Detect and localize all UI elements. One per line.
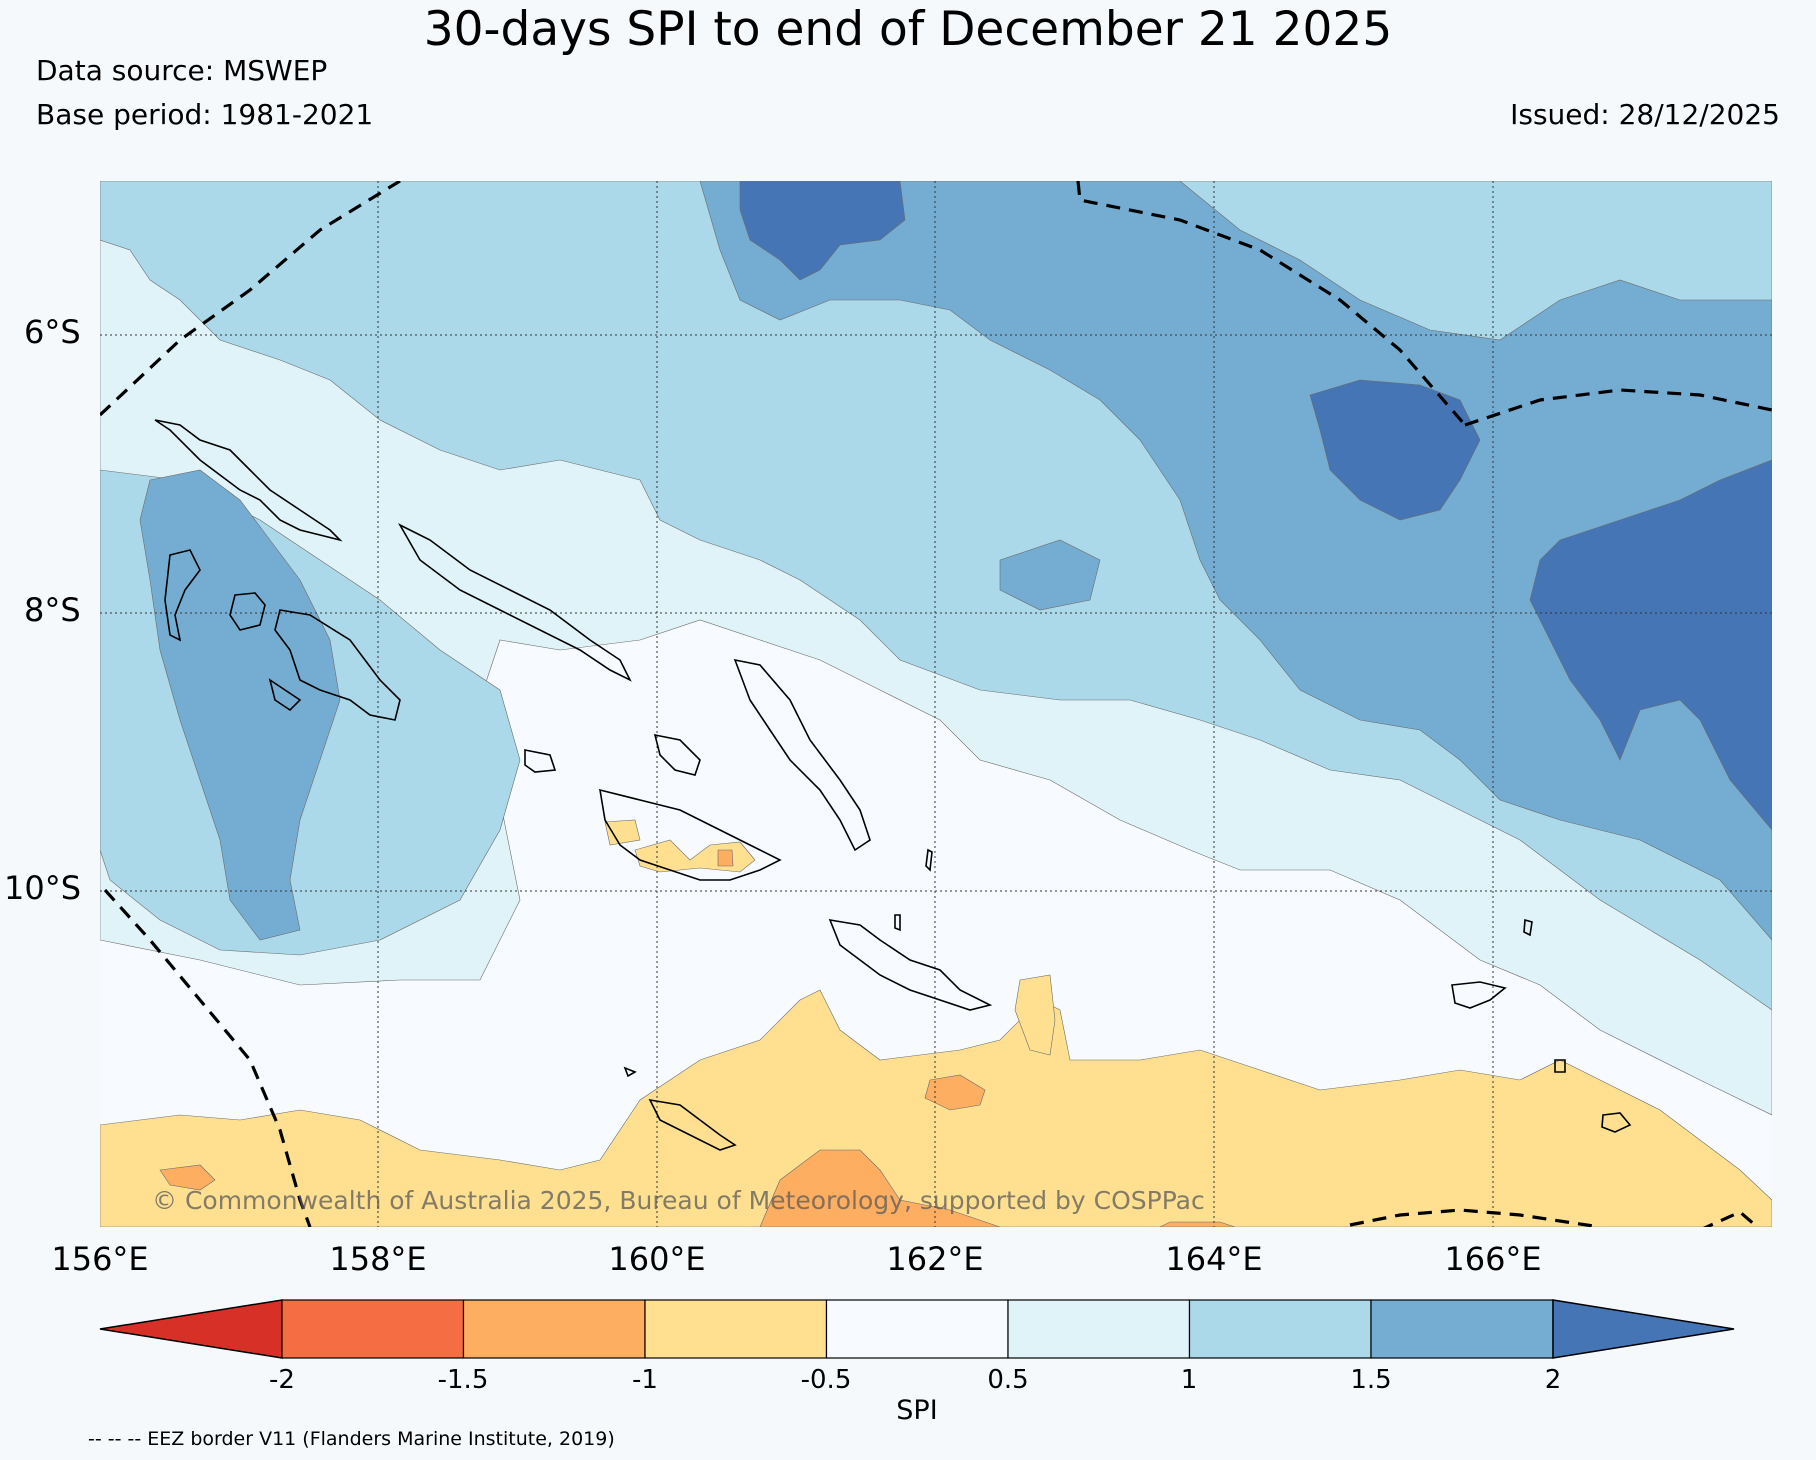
colorbar-tick: -1 — [632, 1365, 658, 1395]
lon-label-166e: 166°E — [1444, 1240, 1542, 1278]
colorbar-swatch — [644, 1299, 828, 1359]
lat-label-10s: 10°S — [4, 869, 82, 907]
lon-label-164e: 164°E — [1165, 1240, 1263, 1278]
colorbar-tick: 1.5 — [1350, 1365, 1392, 1395]
colorbar-tick: -1.5 — [437, 1365, 489, 1395]
issued-date-text: Issued: 28/12/2025 — [1510, 98, 1780, 131]
base-period-text: Base period: 1981-2021 — [36, 98, 374, 131]
spi-band-gt-2 — [739, 181, 906, 281]
colorbar-tick: 0.5 — [987, 1365, 1029, 1395]
colorbar-tick: 2 — [1544, 1365, 1562, 1395]
eez-borders — [100, 181, 1772, 1227]
graticule — [100, 181, 1772, 1227]
coastlines — [154, 419, 1632, 1151]
lat-label-8s: 8°S — [24, 591, 81, 629]
colorbar-tick: -0.5 — [800, 1365, 852, 1395]
colorbar-swatch-extend-high — [1552, 1299, 1735, 1359]
colorbar-swatch — [1007, 1299, 1191, 1359]
colorbar-swatch — [281, 1299, 465, 1359]
map-title: 30-days SPI to end of December 21 2025 — [423, 2, 1393, 57]
colorbar-tick: -2 — [269, 1365, 295, 1395]
eez-footnote: -- -- -- EEZ border V11 (Flanders Marine… — [88, 1428, 615, 1450]
spi-contour-field — [100, 181, 1772, 1227]
lon-label-162e: 162°E — [886, 1240, 984, 1278]
lon-label-158e: 158°E — [329, 1240, 427, 1278]
spi-band-1.5-2 — [699, 181, 1772, 941]
colorbar — [99, 1299, 1735, 1359]
colorbar-label: SPI — [896, 1395, 938, 1426]
colorbar-swatch — [825, 1299, 1009, 1359]
lat-label-6s: 6°S — [24, 313, 81, 351]
colorbar-swatch — [1370, 1299, 1554, 1359]
colorbar-swatch-extend-low — [99, 1299, 283, 1359]
lon-label-156e: 156°E — [51, 1240, 149, 1278]
lon-label-160e: 160°E — [608, 1240, 706, 1278]
colorbar-swatch — [462, 1299, 646, 1359]
colorbar-swatch — [1188, 1299, 1372, 1359]
spi-band-neg1-neg1.5 — [759, 1149, 1001, 1227]
copyright-watermark: © Commonwealth of Australia 2025, Bureau… — [152, 1186, 1205, 1215]
data-source-text: Data source: MSWEP — [36, 54, 328, 87]
colorbar-tick: 1 — [1180, 1365, 1198, 1395]
